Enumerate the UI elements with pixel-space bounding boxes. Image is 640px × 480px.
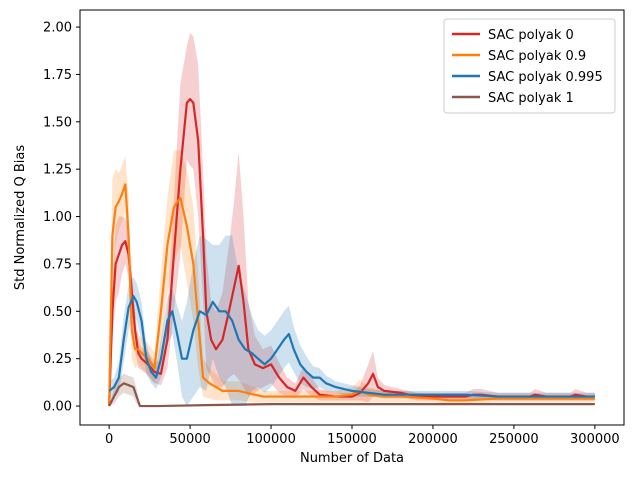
y-tick-label: 1.00	[43, 210, 72, 225]
legend: SAC polyak 0 SAC polyak 0.9 SAC polyak 0.9…	[443, 18, 616, 114]
x-tick-label: 250000	[489, 432, 539, 447]
confidence-bands	[109, 32, 595, 407]
x-tick-label: 0	[105, 432, 113, 447]
x-tick-label: 100000	[246, 432, 296, 447]
line-series-2	[108, 295, 595, 398]
x-axis-label: Number of Data	[300, 451, 404, 466]
x-tick-label: 300000	[570, 432, 620, 447]
y-axis-label: Std Normalized Q Bias	[13, 145, 28, 290]
band-series-0	[109, 32, 595, 407]
y-tick-label: 0.75	[43, 257, 72, 272]
x-tick-label: 50000	[169, 432, 210, 447]
series-lines	[108, 97, 595, 408]
line-series-1	[108, 183, 595, 407]
line-series-3	[108, 382, 595, 408]
x-tick-label: 200000	[408, 432, 458, 447]
band-series-2	[109, 235, 595, 407]
legend-entry-label: SAC polyak 0.995	[488, 70, 603, 85]
y-tick-label: 0.00	[43, 400, 72, 415]
y-tick-label: 0.25	[43, 352, 72, 367]
y-tick-label: 1.50	[43, 115, 72, 130]
legend-entry-label: SAC polyak 0.9	[488, 49, 586, 64]
y-tick-label: 0.50	[43, 305, 72, 320]
x-axis-ticks: 0 50000 100000 150000 200000 250000 300000	[105, 425, 620, 447]
y-tick-label: 1.75	[43, 68, 72, 83]
line-series-0	[108, 97, 595, 407]
y-axis-ticks: 0.00 0.25 0.50 0.75 1.00 1.25 1.50 1.75 2.00	[43, 21, 80, 415]
legend-box	[443, 18, 616, 114]
legend-entry-label: SAC polyak 0	[488, 28, 574, 43]
y-tick-label: 1.25	[43, 163, 72, 178]
y-tick-label: 2.00	[43, 21, 72, 36]
x-tick-label: 150000	[327, 432, 377, 447]
legend-entry-label: SAC polyak 1	[488, 91, 574, 106]
